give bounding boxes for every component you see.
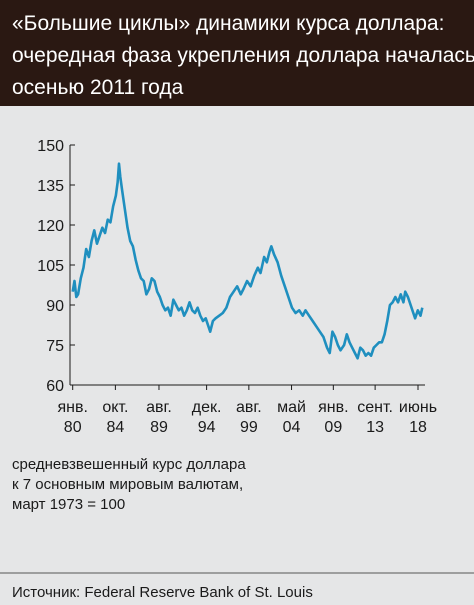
y-tick-label: 135: [37, 178, 64, 195]
x-tick-label: авг. 99: [236, 399, 262, 436]
note: средневзвешенный курс доллара: [12, 456, 246, 473]
chart-title: «Большие циклы» динамики курса доллара:: [12, 12, 444, 35]
note: к 7 основным мировым валютам,: [12, 476, 243, 493]
header-band: [0, 0, 474, 106]
y-tick-label: 90: [46, 298, 64, 315]
x-tick-label: дек. 94: [192, 399, 222, 436]
source: Источник: Federal Reserve Bank of St. Lo…: [12, 584, 313, 601]
y-tick-label: 150: [37, 138, 64, 155]
x-tick-label: сент. 13: [357, 399, 393, 436]
x-tick-label: янв. 80: [57, 399, 87, 436]
x-tick-label: май 04: [277, 399, 306, 436]
y-tick-label: 105: [37, 258, 64, 275]
x-tick-label: авг. 89: [146, 399, 172, 436]
chart-title: очередная фаза укрепления доллара начала…: [12, 44, 474, 67]
x-tick-label: июнь 18: [399, 399, 437, 436]
chart-title: осенью 2011 года: [12, 76, 184, 99]
data-line: [71, 162, 424, 360]
x-tick-label: окт. 84: [102, 399, 128, 436]
y-tick-label: 60: [46, 378, 64, 395]
note: март 1973 = 100: [12, 496, 125, 513]
x-tick-label: янв. 09: [318, 399, 348, 436]
y-tick-label: 75: [46, 338, 64, 355]
y-tick-label: 120: [37, 218, 64, 235]
